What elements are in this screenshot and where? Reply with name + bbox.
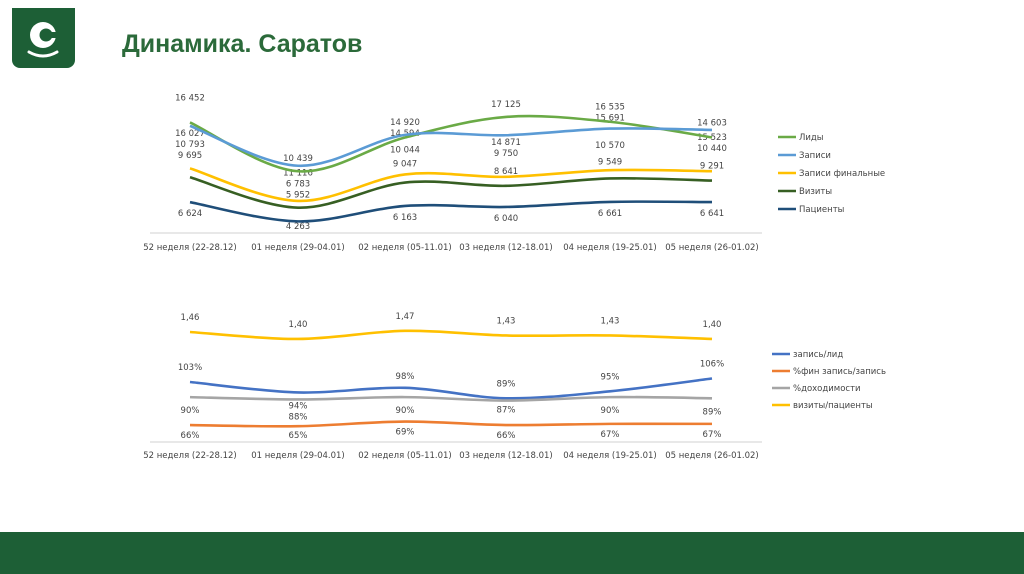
data-label: 16 452 bbox=[175, 93, 205, 103]
x-tick-label: 05 неделя (26-01.02) bbox=[665, 451, 759, 461]
x-tick-label: 04 неделя (19-25.01) bbox=[563, 451, 657, 461]
x-tick-label: 02 неделя (05-11.01) bbox=[358, 451, 452, 461]
x-tick-label: 01 неделя (29-04.01) bbox=[251, 243, 345, 253]
chart-1: 52 неделя (22-28.12) 01 неделя (29-04.01)… bbox=[143, 93, 885, 253]
data-label: 6 163 bbox=[393, 213, 417, 223]
data-label: 98% bbox=[396, 372, 415, 382]
data-labels: 1,46 103% 90% 66% 1,40 94%88% 65% 1,47 98% 90% 69%… bbox=[178, 312, 724, 441]
series-line bbox=[189, 200, 713, 223]
data-label: 106% bbox=[700, 360, 724, 370]
data-label: 94% bbox=[289, 401, 308, 411]
series-line bbox=[189, 329, 713, 341]
legend-label: %доходимости bbox=[793, 384, 861, 394]
data-label: 10 570 bbox=[595, 141, 625, 151]
page-title: Динамика. Саратов bbox=[122, 30, 363, 58]
data-label: 69% bbox=[396, 428, 415, 438]
legend-label: Пациенты bbox=[799, 205, 844, 215]
legend-label: запись/лид bbox=[793, 350, 843, 360]
data-label: 87% bbox=[497, 406, 516, 416]
data-label: 6 783 bbox=[286, 180, 310, 190]
x-tick-label: 03 неделя (12-18.01) bbox=[459, 451, 553, 461]
footer-bar bbox=[0, 532, 1024, 574]
x-tick-label: 01 неделя (29-04.01) bbox=[251, 451, 345, 461]
legend-label: Записи финальные bbox=[799, 169, 885, 179]
data-label: 11 116 bbox=[283, 169, 313, 179]
data-label: 9 291 bbox=[700, 162, 724, 172]
data-label: 1,43 bbox=[497, 316, 516, 326]
data-label: 89% bbox=[497, 379, 516, 389]
data-label: 103% bbox=[178, 363, 202, 373]
data-label: 16 027 bbox=[175, 129, 205, 139]
series-line bbox=[189, 420, 713, 428]
series-line bbox=[189, 167, 713, 203]
data-label: 1,47 bbox=[396, 312, 415, 322]
data-label: 88% bbox=[289, 412, 308, 422]
data-label: 90% bbox=[601, 406, 620, 416]
chart-2: 52 неделя (22-28.12) 01 неделя (29-04.01)… bbox=[143, 312, 886, 461]
series-line bbox=[189, 114, 713, 173]
data-label: 9 750 bbox=[494, 149, 518, 159]
series-line bbox=[189, 395, 713, 402]
x-tick-label: 52 неделя (22-28.12) bbox=[143, 243, 237, 253]
data-label: 90% bbox=[181, 406, 200, 416]
data-label: 6 040 bbox=[494, 214, 518, 224]
x-tick-label: 52 неделя (22-28.12) bbox=[143, 451, 237, 461]
data-label: 89% bbox=[703, 407, 722, 417]
logo-c-smile-icon bbox=[27, 22, 60, 58]
data-label: 10 044 bbox=[390, 145, 420, 155]
data-label: 6 641 bbox=[700, 209, 724, 219]
data-label: 16 535 bbox=[595, 103, 625, 113]
data-label: 10 793 bbox=[175, 140, 205, 150]
data-label: 1,40 bbox=[289, 320, 308, 330]
legend-label: визиты/пациенты bbox=[793, 401, 873, 411]
logo bbox=[12, 8, 75, 68]
data-label: 6 661 bbox=[598, 209, 622, 219]
series-line bbox=[189, 176, 713, 209]
data-label: 67% bbox=[703, 430, 722, 440]
legend-label: %фин запись/запись bbox=[793, 367, 886, 377]
series-line bbox=[189, 124, 713, 168]
legend-label: Лиды bbox=[799, 133, 824, 143]
legend-label: Визиты bbox=[799, 187, 832, 197]
series-line bbox=[189, 377, 713, 400]
x-tick-label: 02 неделя (05-11.01) bbox=[358, 243, 452, 253]
data-label: 8 641 bbox=[494, 167, 518, 177]
data-label: 9 047 bbox=[393, 160, 417, 170]
x-tick-label: 04 неделя (19-25.01) bbox=[563, 243, 657, 253]
data-label: 90% bbox=[396, 406, 415, 416]
data-label: 14 603 bbox=[697, 118, 727, 128]
data-label: 67% bbox=[601, 430, 620, 440]
data-label: 15 691 bbox=[595, 114, 625, 124]
data-label: 17 125 bbox=[491, 100, 521, 110]
data-label: 9 549 bbox=[598, 157, 622, 167]
data-label: 95% bbox=[601, 372, 620, 382]
data-label: 10 440 bbox=[697, 144, 727, 154]
data-label: 14 871 bbox=[491, 138, 521, 148]
data-label: 5 952 bbox=[286, 191, 310, 201]
data-label: 10 439 bbox=[283, 154, 313, 164]
data-label: 66% bbox=[181, 431, 200, 441]
data-label: 1,43 bbox=[601, 316, 620, 326]
data-label: 15 523 bbox=[697, 133, 727, 143]
data-label: 66% bbox=[497, 431, 516, 441]
x-tick-label: 03 неделя (12-18.01) bbox=[459, 243, 553, 253]
x-tick-label: 05 неделя (26-01.02) bbox=[665, 243, 759, 253]
data-label: 14 920 bbox=[390, 118, 420, 128]
data-label: 6 624 bbox=[178, 209, 202, 219]
data-label: 1,40 bbox=[703, 320, 722, 330]
legend-label: Записи bbox=[799, 151, 831, 161]
data-label: 9 695 bbox=[178, 151, 202, 161]
data-label: 1,46 bbox=[181, 313, 200, 323]
data-label: 4 263 bbox=[286, 222, 310, 232]
data-label: 65% bbox=[289, 431, 308, 441]
